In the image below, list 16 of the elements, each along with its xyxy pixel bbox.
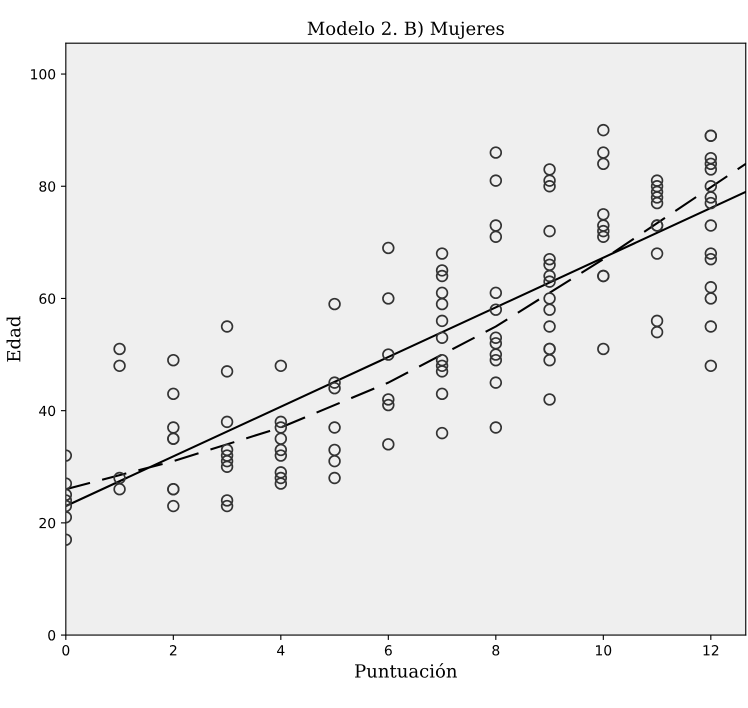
x-tick-label: 10 bbox=[596, 645, 612, 656]
chart-title: Modelo 2. B) Mujeres bbox=[308, 21, 504, 39]
x-tick-label: 8 bbox=[492, 645, 500, 656]
y-tick-label: 0 bbox=[48, 630, 56, 641]
y-tick-label: 100 bbox=[31, 69, 56, 80]
y-tick-label: 80 bbox=[39, 181, 56, 192]
y-tick-label: 60 bbox=[39, 293, 56, 304]
y-axis-title: Edad bbox=[6, 316, 21, 362]
y-tick-label: 40 bbox=[39, 406, 56, 416]
x-tick-label: 6 bbox=[384, 645, 392, 656]
x-tick-label: 12 bbox=[704, 645, 718, 656]
x-axis-title: Puntuación bbox=[355, 663, 458, 678]
x-tick-label: 0 bbox=[62, 645, 70, 656]
y-tick-label: 20 bbox=[39, 518, 56, 528]
x-tick-label: 4 bbox=[277, 645, 284, 656]
x-tick-label: 2 bbox=[170, 645, 176, 656]
